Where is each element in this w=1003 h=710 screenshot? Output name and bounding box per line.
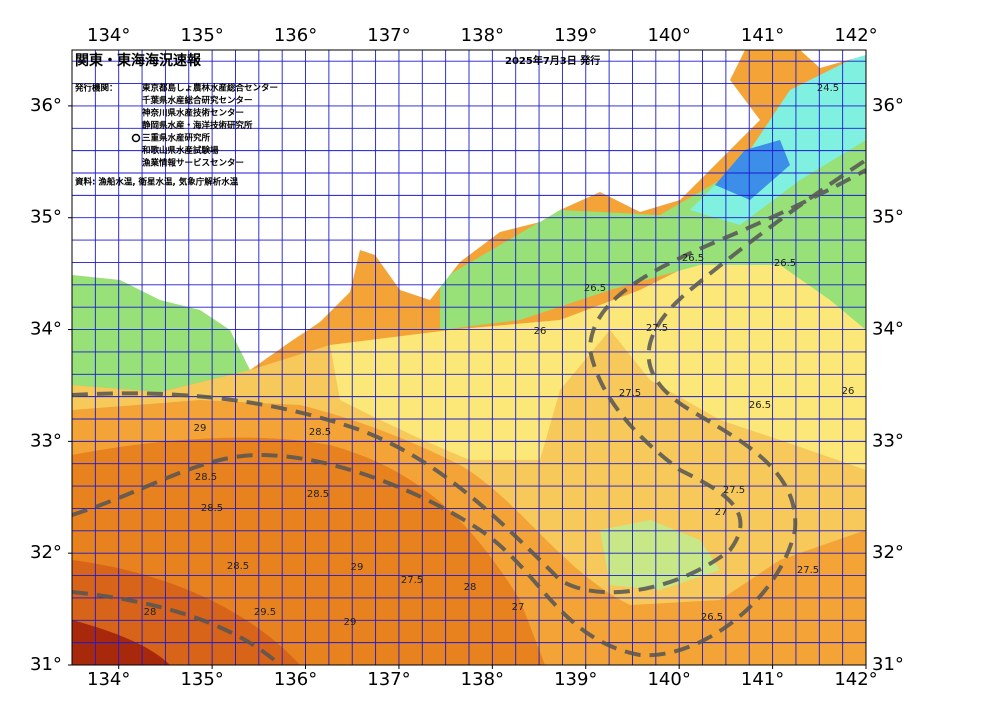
contour-label: 28.5: [227, 561, 249, 572]
lon-label: 135°: [180, 669, 223, 690]
contour-label: 29: [194, 423, 207, 434]
contour-labels: 24.5 26 26.5 26.5 26.5 27.5 27.5 27 27.5 28.5 28.5…: [144, 83, 855, 628]
source: 資料: 漁船水温, 衛星水温, 気象庁解析水温: [74, 177, 239, 188]
lon-label: 137°: [367, 25, 410, 46]
channel-zone: [72, 275, 250, 392]
contour-label: 29: [351, 562, 364, 573]
lat-label: 33°: [30, 430, 62, 451]
contour-label: 27: [715, 507, 728, 518]
contour-label: 28.5: [309, 427, 331, 438]
lon-label: 135°: [180, 25, 223, 46]
lon-label: 142°: [834, 25, 877, 46]
lat-label: 31°: [30, 654, 62, 675]
lat-label: 36°: [872, 95, 904, 116]
graticule: [72, 50, 866, 665]
agency: 漁業情報サービスセンター: [142, 158, 244, 169]
lon-label: 137°: [367, 669, 410, 690]
contour-label: 27.5: [619, 388, 641, 399]
lat-label: 34°: [872, 319, 904, 340]
lon-label: 140°: [647, 669, 690, 690]
contour-label: 27.5: [401, 575, 423, 586]
lon-label: 139°: [554, 669, 597, 690]
lat-label: 35°: [872, 207, 904, 228]
agency: 静岡県水産・海洋技術研究所: [142, 120, 253, 131]
contour-label: 28.5: [201, 503, 223, 514]
contour-label: 26.5: [749, 400, 771, 411]
map-frame: [71, 49, 867, 666]
lat-label: 32°: [30, 542, 62, 563]
lon-label: 134°: [87, 669, 130, 690]
contour-label: 26: [534, 326, 547, 337]
agency: 三重県水産研究所: [142, 133, 211, 144]
contour-label: 27.5: [646, 323, 668, 334]
lon-label: 138°: [461, 25, 504, 46]
lon-label: 141°: [741, 25, 784, 46]
lon-label: 142°: [834, 669, 877, 690]
axes: 134° 134° 135° 135° 136° 136° 137° 137° 138° 138°…: [30, 25, 904, 690]
lon-label: 140°: [647, 25, 690, 46]
contour-label: 24.5: [817, 83, 839, 94]
land: [800, 50, 866, 68]
current-axes: [72, 158, 866, 665]
land: [72, 50, 760, 370]
lat-label: 32°: [872, 542, 904, 563]
agencies-label: 発行機関：: [74, 83, 118, 94]
lat-label: 31°: [872, 654, 904, 675]
contour-label: 27: [512, 602, 525, 613]
title: 関東・東海海況速報: [75, 52, 202, 69]
coldest-zone: [715, 140, 790, 200]
agency: 神奈川県水産技術センター: [142, 108, 244, 119]
lon-label: 141°: [741, 669, 784, 690]
lon-label: 139°: [554, 25, 597, 46]
contour-label: 28.5: [307, 489, 329, 500]
contour-label: 26: [842, 386, 855, 397]
contour-label: 26.5: [701, 612, 723, 623]
contour-label: 28.5: [195, 472, 217, 483]
contour-label: 29.5: [254, 607, 276, 618]
agency: 千葉県水産総合研究センター: [142, 95, 253, 106]
contour-label: 27.5: [797, 565, 819, 576]
contour-label: 26.5: [584, 283, 606, 294]
agency: 東京都島しょ農林水産総合センター: [142, 83, 278, 94]
contour-label: 29: [344, 617, 357, 628]
lon-label: 138°: [461, 669, 504, 690]
contour-label: 26.5: [682, 253, 704, 264]
marker: [131, 133, 141, 143]
contour-label: 26.5: [774, 258, 796, 269]
current-path: [72, 590, 282, 665]
contour-label: 28: [464, 582, 477, 593]
issue-date: 2025年7月3日 発行: [505, 54, 600, 67]
lat-label: 34°: [30, 319, 62, 340]
sea-temperature-field: 24.5 26 26.5 26.5 26.5 27.5 27.5 27 27.5 28.5 28.5…: [72, 50, 866, 665]
contour-label: 27.5: [723, 485, 745, 496]
agency: 和歌山県水産試験場: [142, 145, 219, 156]
lat-label: 35°: [30, 207, 62, 228]
lon-label: 136°: [274, 25, 317, 46]
lat-label: 33°: [872, 430, 904, 451]
contour-label: 28: [144, 607, 157, 618]
lon-label: 136°: [274, 669, 317, 690]
current-path: [72, 158, 866, 658]
lat-label: 36°: [30, 95, 62, 116]
lon-label: 134°: [87, 25, 130, 46]
